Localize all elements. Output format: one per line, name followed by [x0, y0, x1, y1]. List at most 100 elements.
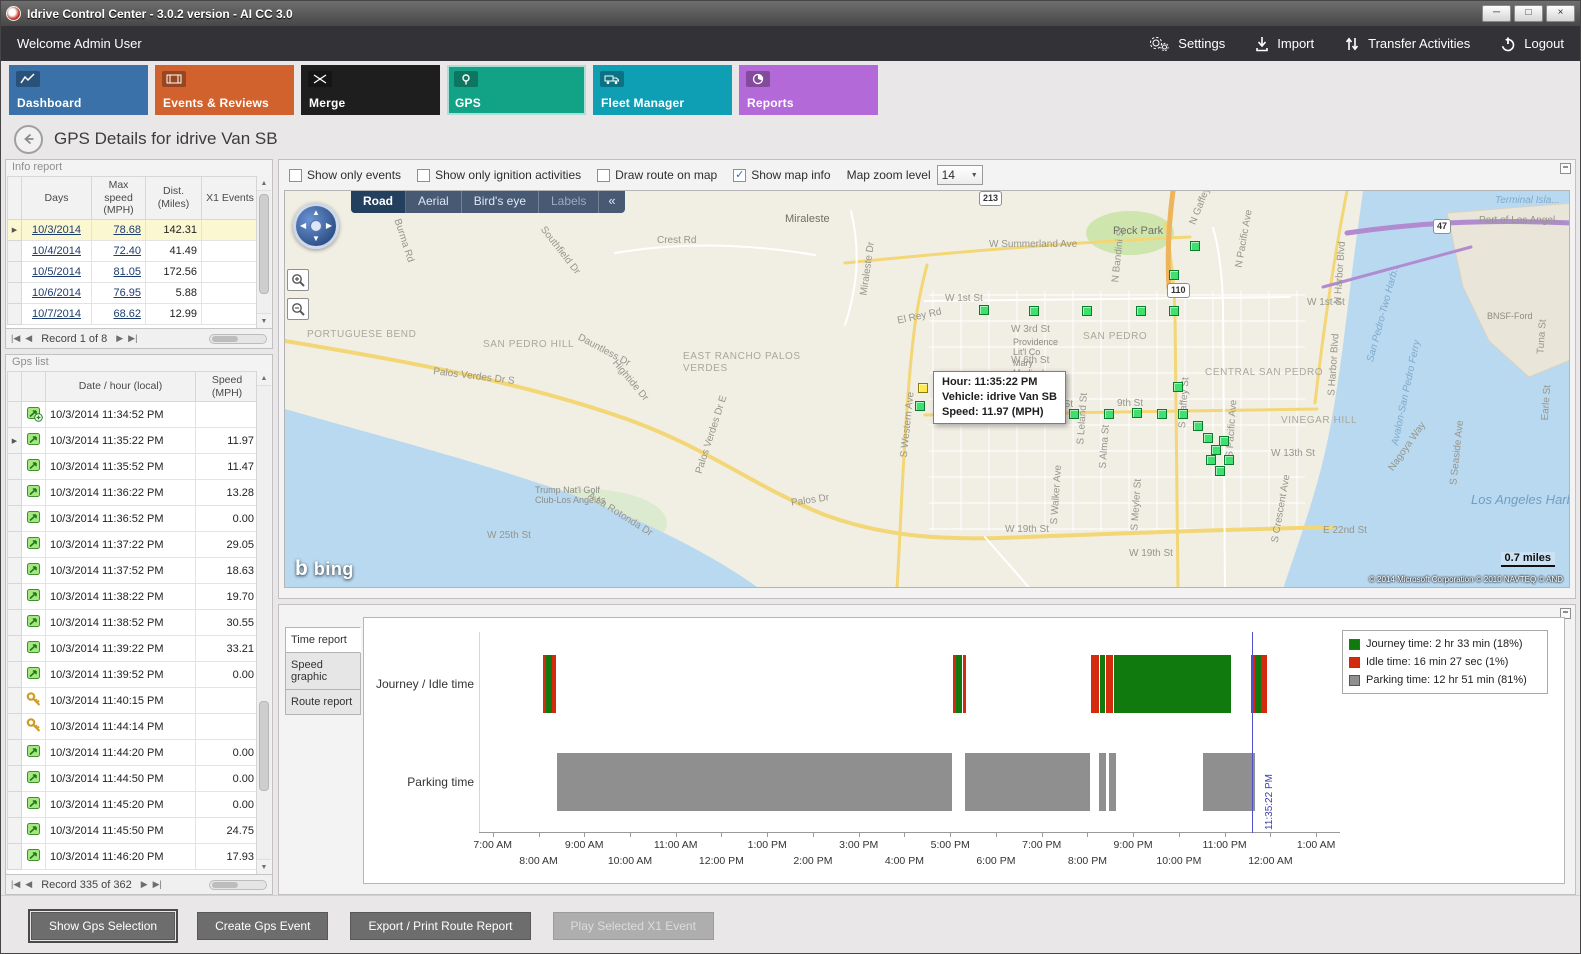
settings-button[interactable]: Settings	[1148, 36, 1225, 52]
gps-marker[interactable]	[1206, 455, 1216, 465]
gps-marker[interactable]	[1193, 421, 1203, 431]
tab-dashboard[interactable]: Dashboard	[9, 65, 148, 115]
footer-button-create-gps-event[interactable]: Create Gps Event	[197, 911, 329, 940]
minimize-button[interactable]: ─	[1482, 5, 1511, 22]
map-nav-collapse-button[interactable]: «	[608, 193, 616, 208]
pager-scrollbar[interactable]	[209, 333, 267, 344]
gps-marker[interactable]	[1169, 306, 1179, 316]
info-header-x1-events[interactable]: X1 Events	[201, 176, 259, 220]
tab-reports[interactable]: Reports	[739, 65, 878, 115]
close-button[interactable]: ×	[1546, 5, 1575, 22]
gps-header-datetime[interactable]: Date / hour (local)	[45, 371, 196, 403]
max-speed-link[interactable]: 76.95	[113, 286, 141, 299]
gps-marker[interactable]	[1215, 466, 1225, 476]
gps-marker[interactable]	[1173, 382, 1183, 392]
gps-marker[interactable]	[979, 305, 989, 315]
gps-list-row[interactable]: 10/3/2014 11:39:52 PM 0.00	[7, 661, 259, 689]
gps-marker[interactable]	[1104, 409, 1114, 419]
footer-button-show-gps-selection[interactable]: Show Gps Selection	[27, 908, 179, 943]
day-link[interactable]: 10/4/2014	[32, 244, 81, 257]
map-style-bird-s-eye[interactable]: Bird's eye	[462, 191, 539, 213]
max-speed-link[interactable]: 68.62	[113, 307, 141, 320]
scroll-up-button[interactable]: ▲	[257, 371, 271, 386]
info-report-row[interactable]: 10/5/2014 81.05 172.56	[7, 260, 259, 283]
day-link[interactable]: 10/6/2014	[32, 286, 81, 299]
gps-list-row[interactable]: 10/3/2014 11:46:20 PM 17.93	[7, 843, 259, 871]
tab-merge[interactable]: Merge	[301, 65, 440, 115]
chart-tab-speed-graphic[interactable]: Speed graphic	[285, 652, 361, 690]
info-header-days[interactable]: Days	[21, 176, 92, 220]
gps-list-row[interactable]: 10/3/2014 11:37:52 PM 18.63	[7, 557, 259, 585]
pager-first-button[interactable]: |◀	[11, 333, 21, 343]
gps-marker[interactable]	[1069, 409, 1079, 419]
gps-marker[interactable]	[1219, 436, 1229, 446]
gps-marker[interactable]	[1190, 241, 1200, 251]
gps-list-row[interactable]: 10/3/2014 11:36:52 PM 0.00	[7, 505, 259, 533]
tab-gps[interactable]: GPS	[447, 65, 586, 115]
gps-marker[interactable]	[1211, 445, 1221, 455]
chart-tab-route-report[interactable]: Route report	[285, 689, 361, 715]
map-compass[interactable]: ▲ ▼ ◀ ▶	[293, 203, 339, 249]
scroll-thumb[interactable]	[259, 701, 269, 791]
map-zoom-out-button[interactable]	[287, 298, 309, 320]
chart-panel-collapse-icon[interactable]	[1560, 608, 1571, 619]
info-report-row[interactable]: 10/7/2014 68.62 12.99	[7, 302, 259, 325]
gps-list-row[interactable]: 10/3/2014 11:36:22 PM 13.28	[7, 479, 259, 507]
chart-tab-time-report[interactable]: Time report	[285, 627, 361, 653]
gps-list-row[interactable]: 10/3/2014 11:35:52 PM 11.47	[7, 453, 259, 481]
pager-scroll-thumb[interactable]	[212, 335, 238, 342]
map-canvas[interactable]: Road Aerial Bird's eye Labels « ▲ ▼ ◀ ▶	[284, 190, 1570, 588]
map-style-road[interactable]: Road	[351, 191, 406, 213]
day-link[interactable]: 10/3/2014	[32, 223, 81, 236]
gps-list-row[interactable]: 10/3/2014 11:44:14 PM	[7, 713, 259, 741]
gps-marker[interactable]	[1132, 408, 1142, 418]
checkbox-show-only-events[interactable]: Show only events	[289, 168, 401, 182]
scroll-down-button[interactable]: ▼	[257, 859, 271, 874]
day-link[interactable]: 10/5/2014	[32, 265, 81, 278]
back-button[interactable]	[14, 124, 43, 154]
gps-marker[interactable]	[915, 401, 925, 411]
gps-marker[interactable]	[1169, 270, 1179, 280]
day-link[interactable]: 10/7/2014	[32, 307, 81, 320]
pager-next-button[interactable]: ▶	[140, 879, 148, 889]
pager-scrollbar[interactable]	[209, 879, 267, 890]
time-cursor-line[interactable]	[1251, 632, 1253, 833]
pager-prev-button[interactable]: ◀	[25, 879, 33, 889]
gps-list-row[interactable]: 10/3/2014 11:40:15 PM	[7, 687, 259, 715]
tab-events-reviews[interactable]: Events & Reviews	[155, 65, 294, 115]
selected-gps-marker[interactable]	[918, 383, 928, 393]
gps-marker[interactable]	[1178, 409, 1188, 419]
gps-marker[interactable]	[1082, 306, 1092, 316]
map-style-aerial[interactable]: Aerial	[406, 191, 462, 213]
gps-list-row[interactable]: 10/3/2014 11:34:52 PM	[7, 401, 259, 429]
map-zoom-in-button[interactable]	[287, 269, 309, 291]
gps-list-row[interactable]: 10/3/2014 11:44:20 PM 0.00	[7, 739, 259, 767]
gps-header-speed[interactable]: Speed (MPH)	[195, 371, 259, 403]
gps-list-row[interactable]: 10/3/2014 11:45:50 PM 24.75	[7, 817, 259, 845]
gps-marker[interactable]	[1157, 409, 1167, 419]
gps-marker[interactable]	[1029, 306, 1039, 316]
info-report-row[interactable]: 10/6/2014 76.95 5.88	[7, 281, 259, 304]
gps-marker[interactable]	[1224, 455, 1234, 465]
gps-marker[interactable]	[1203, 433, 1213, 443]
info-header-max-speed[interactable]: Max speed (MPH)	[91, 176, 146, 220]
pager-prev-button[interactable]: ◀	[25, 333, 33, 343]
footer-button-export-print-route-report[interactable]: Export / Print Route Report	[350, 911, 531, 940]
map-zoom-select[interactable]: 14 ▼	[936, 165, 983, 185]
pager-scroll-thumb[interactable]	[212, 881, 238, 888]
pager-last-button[interactable]: ▶|	[128, 333, 138, 343]
max-speed-link[interactable]: 72.40	[113, 244, 141, 257]
gps-list-row[interactable]: 10/3/2014 11:38:22 PM 19.70	[7, 583, 259, 611]
max-speed-link[interactable]: 81.05	[113, 265, 141, 278]
checkbox-show-only-ignition-activities[interactable]: Show only ignition activities	[417, 168, 581, 182]
checkbox-show-map-info[interactable]: ✓ Show map info	[733, 168, 831, 182]
pager-last-button[interactable]: ▶|	[152, 879, 162, 889]
gps-list-row[interactable]: ▶ 10/3/2014 11:35:22 PM 11.97	[7, 427, 259, 455]
gps-list-row[interactable]: 10/3/2014 11:37:22 PM 29.05	[7, 531, 259, 559]
scroll-thumb[interactable]	[259, 194, 269, 294]
gps-list-row[interactable]: 10/3/2014 11:39:22 PM 33.21	[7, 635, 259, 663]
gps-list-row[interactable]: 10/3/2014 11:38:52 PM 30.55	[7, 609, 259, 637]
info-header-dist[interactable]: Dist. (Miles)	[145, 176, 202, 220]
vertical-scrollbar[interactable]: ▲ ▼	[256, 176, 271, 328]
pager-next-button[interactable]: ▶	[116, 333, 124, 343]
